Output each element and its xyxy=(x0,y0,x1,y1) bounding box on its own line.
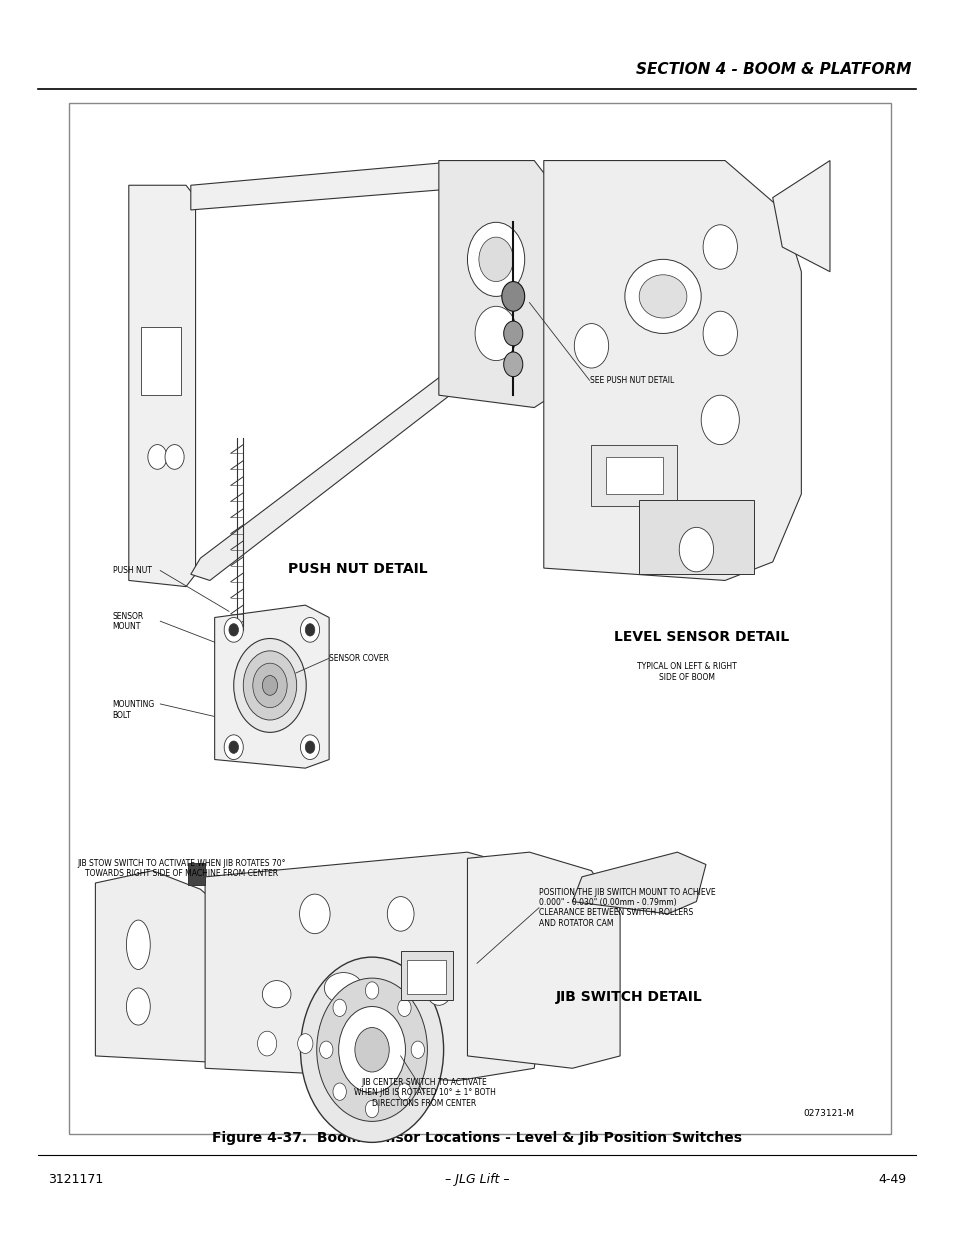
Ellipse shape xyxy=(624,259,700,333)
Bar xyxy=(188,863,205,885)
Circle shape xyxy=(387,897,414,931)
Circle shape xyxy=(397,1083,411,1100)
Text: 3121171: 3121171 xyxy=(48,1173,103,1187)
Polygon shape xyxy=(129,185,195,587)
Circle shape xyxy=(233,638,306,732)
Circle shape xyxy=(338,1007,405,1093)
Text: Figure 4-37.  Boom Sensor Locations - Level & Jib Position Switches: Figure 4-37. Boom Sensor Locations - Lev… xyxy=(212,1131,741,1145)
Circle shape xyxy=(229,741,238,753)
Circle shape xyxy=(503,321,522,346)
Bar xyxy=(141,327,181,395)
Text: SENSOR
MOUNT: SENSOR MOUNT xyxy=(112,611,144,631)
Circle shape xyxy=(253,663,287,708)
Text: MOUNTING
BOLT: MOUNTING BOLT xyxy=(112,700,154,720)
Text: SEE PUSH NUT DETAIL: SEE PUSH NUT DETAIL xyxy=(589,375,673,385)
Text: PUSH NUT: PUSH NUT xyxy=(112,566,152,576)
Text: LEVEL SENSOR DETAIL: LEVEL SENSOR DETAIL xyxy=(613,630,788,645)
Circle shape xyxy=(503,352,522,377)
Polygon shape xyxy=(772,161,829,272)
Text: PUSH NUT DETAIL: PUSH NUT DETAIL xyxy=(288,562,427,577)
Ellipse shape xyxy=(262,981,291,1008)
Polygon shape xyxy=(191,161,496,210)
Text: SECTION 4 - BOOM & PLATFORM: SECTION 4 - BOOM & PLATFORM xyxy=(635,62,910,77)
Circle shape xyxy=(700,395,739,445)
Circle shape xyxy=(165,445,184,469)
Circle shape xyxy=(365,982,378,999)
Bar xyxy=(400,951,453,1000)
Circle shape xyxy=(702,311,737,356)
Ellipse shape xyxy=(324,973,362,1003)
Circle shape xyxy=(257,1031,276,1056)
Circle shape xyxy=(224,735,243,760)
Circle shape xyxy=(478,237,513,282)
Polygon shape xyxy=(95,871,229,1062)
Circle shape xyxy=(262,676,277,695)
Bar xyxy=(69,103,890,1134)
Circle shape xyxy=(243,651,296,720)
Circle shape xyxy=(333,999,346,1016)
Text: – JLG Lift –: – JLG Lift – xyxy=(444,1173,509,1187)
Text: 4-49: 4-49 xyxy=(878,1173,905,1187)
Circle shape xyxy=(365,1100,378,1118)
Polygon shape xyxy=(572,852,705,914)
Ellipse shape xyxy=(126,920,151,969)
Circle shape xyxy=(425,971,452,1005)
Text: TYPICAL ON LEFT & RIGHT
SIDE OF BOOM: TYPICAL ON LEFT & RIGHT SIDE OF BOOM xyxy=(637,662,736,682)
Circle shape xyxy=(305,741,314,753)
Circle shape xyxy=(300,735,319,760)
Circle shape xyxy=(305,624,314,636)
Circle shape xyxy=(679,527,713,572)
Circle shape xyxy=(333,1083,346,1100)
Polygon shape xyxy=(438,161,553,408)
Bar xyxy=(639,500,753,574)
Bar xyxy=(605,457,662,494)
Polygon shape xyxy=(543,161,801,580)
Bar xyxy=(591,445,677,506)
Circle shape xyxy=(224,618,243,642)
Text: 0273121-M: 0273121-M xyxy=(803,1109,854,1119)
Circle shape xyxy=(475,306,517,361)
Text: POSITION THE JIB SWITCH MOUNT TO ACHIEVE
0.000" - 0.030" (0.00mm - 0.79mm)
CLEAR: POSITION THE JIB SWITCH MOUNT TO ACHIEVE… xyxy=(538,888,715,927)
Circle shape xyxy=(397,999,411,1016)
Polygon shape xyxy=(205,852,553,1081)
Polygon shape xyxy=(467,852,619,1068)
Text: JIB SWITCH DETAIL: JIB SWITCH DETAIL xyxy=(556,989,702,1004)
Circle shape xyxy=(574,324,608,368)
Circle shape xyxy=(229,624,238,636)
Polygon shape xyxy=(191,370,457,580)
Text: JIB CENTER SWITCH TO ACTIVATE
WHEN JIB IS ROTATED 10° ± 1° BOTH
DIRECTIONS FROM : JIB CENTER SWITCH TO ACTIVATE WHEN JIB I… xyxy=(354,1078,495,1108)
Ellipse shape xyxy=(126,988,151,1025)
Circle shape xyxy=(411,1041,424,1058)
Text: SENSOR COVER: SENSOR COVER xyxy=(329,653,389,663)
Bar xyxy=(407,960,445,994)
Circle shape xyxy=(300,618,319,642)
Circle shape xyxy=(148,445,167,469)
Ellipse shape xyxy=(639,275,686,317)
Circle shape xyxy=(501,282,524,311)
Circle shape xyxy=(467,222,524,296)
Circle shape xyxy=(316,978,427,1121)
Polygon shape xyxy=(214,605,329,768)
Circle shape xyxy=(299,894,330,934)
Circle shape xyxy=(702,225,737,269)
Circle shape xyxy=(355,1028,389,1072)
Circle shape xyxy=(319,1041,333,1058)
Circle shape xyxy=(297,1034,313,1053)
Text: JIB STOW SWITCH TO ACTIVATE WHEN JIB ROTATES 70°
TOWARDS RIGHT SIDE OF MACHINE F: JIB STOW SWITCH TO ACTIVATE WHEN JIB ROT… xyxy=(77,858,285,878)
Circle shape xyxy=(300,957,443,1142)
